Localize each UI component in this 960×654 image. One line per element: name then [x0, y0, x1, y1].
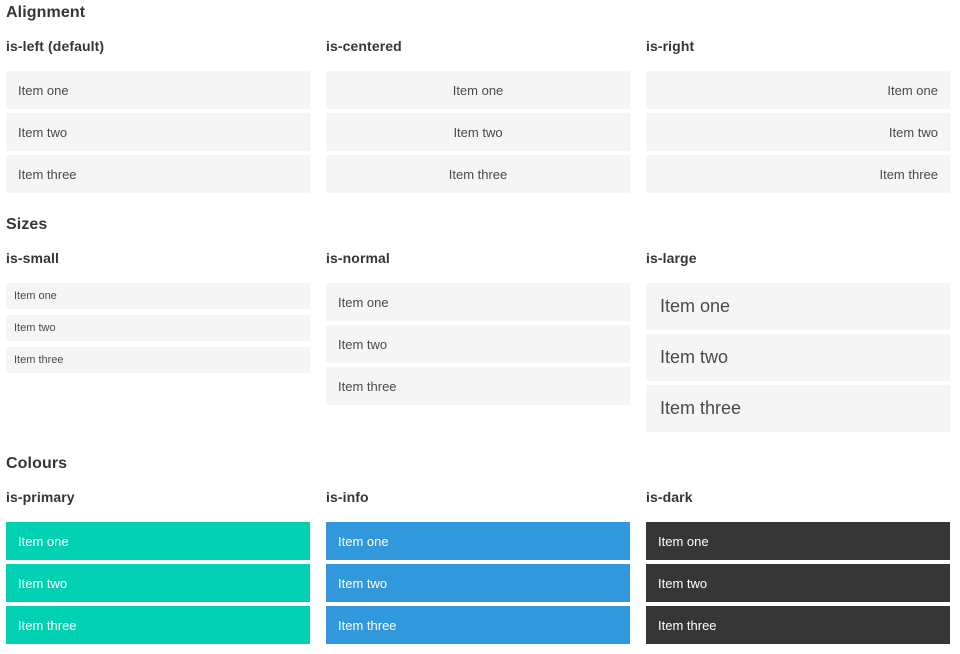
- group-label: is-large: [646, 250, 697, 266]
- list: Item one Item two Item three: [646, 71, 950, 193]
- list-item: Item three: [646, 155, 950, 193]
- list-item: Item three: [326, 155, 630, 193]
- list-item: Item two: [6, 315, 310, 341]
- group-label: is-right: [646, 38, 695, 54]
- group-is-left: is-left (default) Item one Item two Item…: [6, 21, 310, 197]
- list-item: Item one: [326, 283, 630, 321]
- group-label: is-centered: [326, 38, 402, 54]
- group-is-centered: is-centered Item one Item two Item three: [326, 21, 630, 197]
- list-item: Item three: [646, 385, 950, 432]
- group-is-dark: is-dark Item one Item two Item three: [646, 472, 950, 648]
- list: Item one Item two Item three: [6, 522, 310, 644]
- list: Item one Item two Item three: [646, 283, 950, 432]
- section-sizes: Sizes is-small Item one Item two Item th…: [6, 217, 950, 436]
- list-item: Item two: [326, 564, 630, 602]
- list-item: Item two: [646, 564, 950, 602]
- section-title: Colours: [6, 455, 68, 472]
- colours-row: is-primary Item one Item two Item three …: [6, 472, 950, 648]
- group-is-small: is-small Item one Item two Item three: [6, 233, 310, 436]
- list-item: Item one: [326, 522, 630, 560]
- list-item: Item two: [326, 325, 630, 363]
- section-alignment: Alignment is-left (default) Item one Ite…: [6, 5, 950, 197]
- list: Item one Item two Item three: [6, 71, 310, 193]
- list-item: Item three: [6, 606, 310, 644]
- section-title: Alignment: [6, 4, 86, 21]
- group-is-large: is-large Item one Item two Item three: [646, 233, 950, 436]
- group-is-info: is-info Item one Item two Item three: [326, 472, 630, 648]
- list-item: Item three: [326, 367, 630, 405]
- list-item: Item two: [6, 113, 310, 151]
- list-item: Item two: [326, 113, 630, 151]
- list-item: Item three: [6, 155, 310, 193]
- list-item: Item three: [326, 606, 630, 644]
- group-label: is-primary: [6, 489, 75, 505]
- group-is-primary: is-primary Item one Item two Item three: [6, 472, 310, 648]
- list: Item one Item two Item three: [326, 71, 630, 193]
- list: Item one Item two Item three: [6, 283, 310, 373]
- list-item: Item one: [6, 283, 310, 309]
- group-label: is-normal: [326, 250, 390, 266]
- list: Item one Item two Item three: [326, 522, 630, 644]
- list-item: Item one: [646, 522, 950, 560]
- group-is-right: is-right Item one Item two Item three: [646, 21, 950, 197]
- group-label: is-dark: [646, 489, 693, 505]
- section-colours: Colours is-primary Item one Item two Ite…: [6, 456, 950, 648]
- list-item: Item two: [646, 334, 950, 381]
- list: Item one Item two Item three: [646, 522, 950, 644]
- list-item: Item one: [6, 522, 310, 560]
- list-item: Item one: [326, 71, 630, 109]
- group-label: is-left (default): [6, 38, 105, 54]
- list-item: Item one: [646, 283, 950, 330]
- group-label: is-small: [6, 250, 59, 266]
- list-item: Item one: [646, 71, 950, 109]
- alignment-row: is-left (default) Item one Item two Item…: [6, 21, 950, 197]
- list-item: Item three: [6, 347, 310, 373]
- list: Item one Item two Item three: [326, 283, 630, 405]
- list-item: Item one: [6, 71, 310, 109]
- group-label: is-info: [326, 489, 369, 505]
- list-item: Item two: [6, 564, 310, 602]
- sizes-row: is-small Item one Item two Item three is…: [6, 233, 950, 436]
- group-is-normal: is-normal Item one Item two Item three: [326, 233, 630, 436]
- section-title: Sizes: [6, 216, 48, 233]
- list-item: Item three: [646, 606, 950, 644]
- list-item: Item two: [646, 113, 950, 151]
